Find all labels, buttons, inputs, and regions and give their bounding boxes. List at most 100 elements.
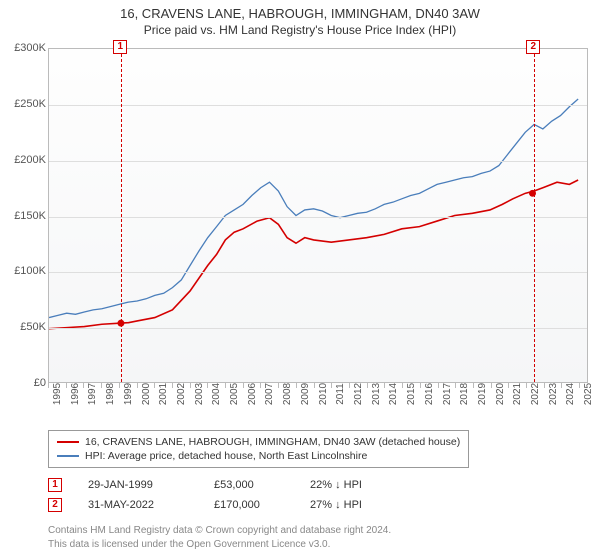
y-axis-label: £300K [2, 42, 46, 54]
x-axis-label: 2020 [495, 383, 506, 405]
x-tick [367, 383, 368, 388]
x-axis-label: 2021 [512, 383, 523, 405]
x-axis-label: 2022 [530, 383, 541, 405]
series-hpi [49, 99, 578, 318]
x-axis-label: 2024 [565, 383, 576, 405]
legend-swatch [57, 441, 79, 443]
x-tick [508, 383, 509, 388]
x-axis-label: 2010 [318, 383, 329, 405]
footnote-line-2: This data is licensed under the Open Gov… [48, 538, 330, 551]
event-delta: 22% ↓ HPI [310, 479, 362, 491]
x-tick [66, 383, 67, 388]
x-tick [48, 383, 49, 388]
x-axis-label: 2003 [194, 383, 205, 405]
x-tick [101, 383, 102, 388]
event-vline [534, 49, 535, 382]
gridline-h [49, 272, 587, 273]
gridline-h [49, 105, 587, 106]
y-axis-label: £50K [2, 321, 46, 333]
x-axis-label: 2023 [548, 383, 559, 405]
event-price: £170,000 [214, 499, 284, 511]
event-date: 31-MAY-2022 [88, 499, 188, 511]
chart-plot-area [48, 48, 588, 383]
x-axis-label: 2008 [282, 383, 293, 405]
x-tick [384, 383, 385, 388]
x-tick [544, 383, 545, 388]
x-axis-label: 2001 [158, 383, 169, 405]
x-axis-label: 1995 [52, 383, 63, 405]
chart-subtitle: Price paid vs. HM Land Registry's House … [0, 21, 600, 43]
x-axis-label: 2004 [211, 383, 222, 405]
event-vline [121, 49, 122, 382]
x-axis-label: 2015 [406, 383, 417, 405]
x-tick [526, 383, 527, 388]
event-row-2: 2 31-MAY-2022 £170,000 27% ↓ HPI [48, 498, 362, 512]
x-tick [402, 383, 403, 388]
x-tick [473, 383, 474, 388]
y-axis-label: £0 [2, 377, 46, 389]
x-axis-label: 2016 [424, 383, 435, 405]
legend-text: HPI: Average price, detached house, Nort… [85, 450, 367, 462]
event-date: 29-JAN-1999 [88, 479, 188, 491]
event-row-box: 1 [48, 478, 62, 492]
x-tick [119, 383, 120, 388]
x-axis-label: 2013 [371, 383, 382, 405]
x-axis-label: 2011 [335, 383, 346, 405]
x-axis-label: 1997 [87, 383, 98, 405]
x-axis-label: 2007 [264, 383, 275, 405]
x-tick [561, 383, 562, 388]
y-axis-label: £250K [2, 98, 46, 110]
x-axis-label: 2017 [442, 383, 453, 405]
x-tick [579, 383, 580, 388]
event-row-box: 2 [48, 498, 62, 512]
x-axis-label: 2006 [247, 383, 258, 405]
event-price: £53,000 [214, 479, 284, 491]
gridline-h [49, 161, 587, 162]
x-axis-label: 2025 [583, 383, 594, 405]
x-axis-label: 2019 [477, 383, 488, 405]
x-tick [225, 383, 226, 388]
chart-title: 16, CRAVENS LANE, HABROUGH, IMMINGHAM, D… [0, 0, 600, 21]
legend-text: 16, CRAVENS LANE, HABROUGH, IMMINGHAM, D… [85, 436, 460, 448]
chart-legend: 16, CRAVENS LANE, HABROUGH, IMMINGHAM, D… [48, 430, 469, 468]
legend-row: HPI: Average price, detached house, Nort… [57, 449, 460, 463]
y-axis-label: £150K [2, 210, 46, 222]
gridline-h [49, 328, 587, 329]
x-tick [349, 383, 350, 388]
event-row-1: 1 29-JAN-1999 £53,000 22% ↓ HPI [48, 478, 362, 492]
x-axis-label: 2009 [300, 383, 311, 405]
x-tick [296, 383, 297, 388]
footnote-line-1: Contains HM Land Registry data © Crown c… [48, 524, 391, 537]
series-price_paid [49, 180, 578, 329]
x-axis-label: 1999 [123, 383, 134, 405]
legend-row: 16, CRAVENS LANE, HABROUGH, IMMINGHAM, D… [57, 435, 460, 449]
x-tick [172, 383, 173, 388]
x-tick [83, 383, 84, 388]
event-marker-box: 2 [526, 40, 540, 54]
event-marker-box: 1 [113, 40, 127, 54]
x-tick [137, 383, 138, 388]
x-tick [491, 383, 492, 388]
y-axis-label: £100K [2, 265, 46, 277]
x-tick [278, 383, 279, 388]
x-tick [438, 383, 439, 388]
x-tick [154, 383, 155, 388]
x-axis-label: 2000 [141, 383, 152, 405]
x-tick [455, 383, 456, 388]
gridline-h [49, 217, 587, 218]
legend-swatch [57, 455, 79, 457]
x-axis-label: 1996 [70, 383, 81, 405]
x-tick [260, 383, 261, 388]
x-tick [207, 383, 208, 388]
x-axis-label: 2014 [388, 383, 399, 405]
x-axis-label: 2018 [459, 383, 470, 405]
x-tick [314, 383, 315, 388]
event-delta: 27% ↓ HPI [310, 499, 362, 511]
y-axis-label: £200K [2, 154, 46, 166]
x-axis-label: 2012 [353, 383, 364, 405]
x-axis-label: 1998 [105, 383, 116, 405]
x-tick [420, 383, 421, 388]
x-axis-label: 2005 [229, 383, 240, 405]
x-tick [190, 383, 191, 388]
chart-lines-svg [49, 49, 587, 382]
